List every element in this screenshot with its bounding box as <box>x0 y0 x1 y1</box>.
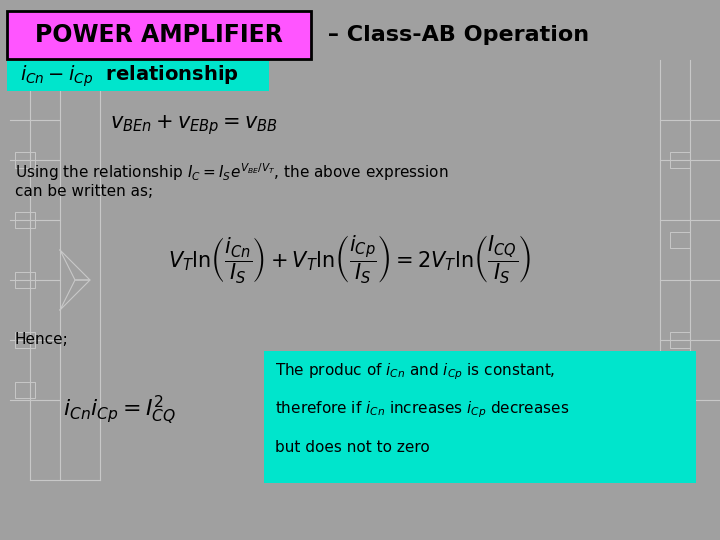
Bar <box>670 382 690 398</box>
Bar <box>15 382 35 398</box>
Text: $V_T \ln\!\left(\dfrac{i_{Cn}}{I_S}\right) + V_T \ln\!\left(\dfrac{i_{Cp}}{I_S}\: $V_T \ln\!\left(\dfrac{i_{Cn}}{I_S}\righ… <box>168 234 531 286</box>
Bar <box>670 332 690 348</box>
Bar <box>670 152 690 168</box>
Text: POWER AMPLIFIER: POWER AMPLIFIER <box>35 23 283 47</box>
Bar <box>15 272 35 288</box>
Bar <box>15 332 35 348</box>
Text: therefore if $i_{Cn}$ increases $i_{Cp}$ decreases: therefore if $i_{Cn}$ increases $i_{Cp}$… <box>275 400 570 420</box>
Text: Using the relationship $I_C = I_S e^{V_{BE}/V_T}$, the above expression: Using the relationship $I_C = I_S e^{V_{… <box>15 161 449 183</box>
Text: Hence;: Hence; <box>15 333 68 348</box>
FancyBboxPatch shape <box>264 351 696 483</box>
Bar <box>15 152 35 168</box>
Text: $v_{BEn} + v_{EBp} = v_{BB}$: $v_{BEn} + v_{EBp} = v_{BB}$ <box>110 113 278 137</box>
Text: $i_{Cn} - i_{Cp}$  relationship: $i_{Cn} - i_{Cp}$ relationship <box>20 63 239 89</box>
Bar <box>15 212 35 228</box>
Text: but does not to zero: but does not to zero <box>275 441 430 456</box>
Text: – Class-AB Operation: – Class-AB Operation <box>320 25 589 45</box>
Text: can be written as;: can be written as; <box>15 185 153 199</box>
FancyBboxPatch shape <box>7 61 269 91</box>
FancyBboxPatch shape <box>7 11 311 59</box>
Text: The produc of $i_{Cn}$ and $i_{Cp}$ is constant,: The produc of $i_{Cn}$ and $i_{Cp}$ is c… <box>275 362 555 382</box>
Text: $i_{Cn} i_{Cp} = I_{CQ}^2$: $i_{Cn} i_{Cp} = I_{CQ}^2$ <box>63 394 176 427</box>
Bar <box>670 232 690 248</box>
